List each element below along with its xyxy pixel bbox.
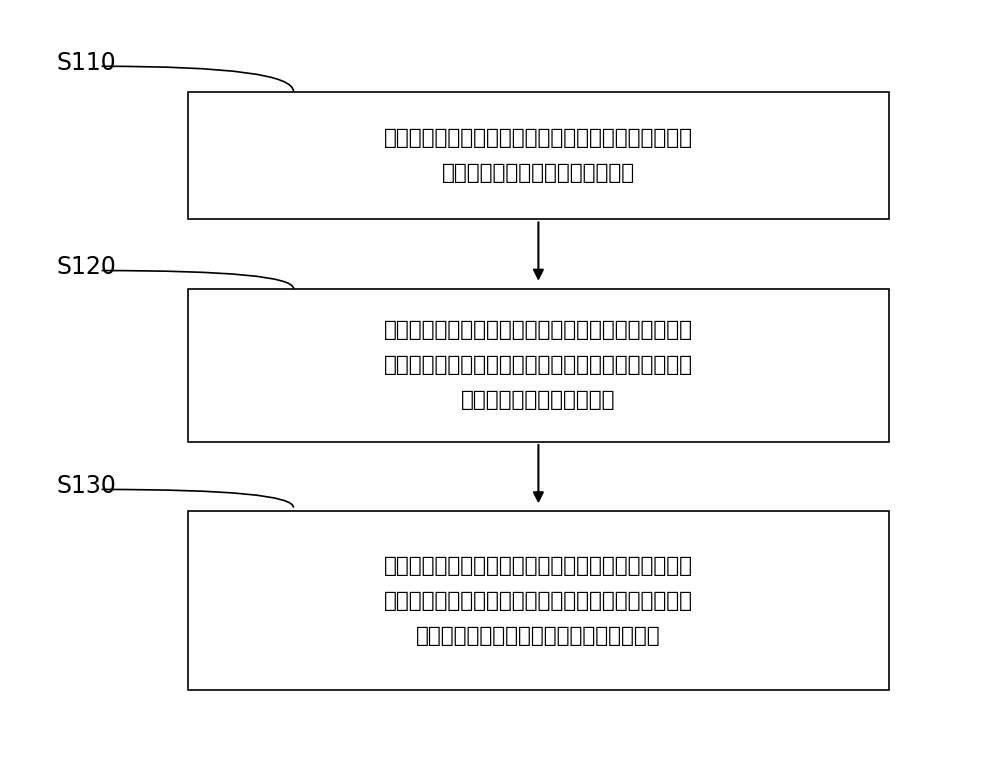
Bar: [188, 92, 889, 220]
Bar: [188, 511, 889, 690]
Text: 依据三个参考点的坐标确定患肢截骨面所在的平面位置: 依据三个参考点的坐标确定患肢截骨面所在的平面位置: [384, 556, 693, 575]
Text: S110: S110: [56, 51, 116, 74]
Text: S120: S120: [56, 255, 116, 279]
Text: 结合股骨颈假体的尺寸确定股骨颈实际长度: 结合股骨颈假体的尺寸确定股骨颈实际长度: [416, 625, 661, 646]
Bar: [188, 289, 889, 442]
Text: ，计算患肢截骨面和股骨球假体的测量点之间的距离，: ，计算患肢截骨面和股骨球假体的测量点之间的距离，: [384, 591, 693, 611]
Text: 预安装术前选取的股骨球假体和股骨颈假体，使用光学: 预安装术前选取的股骨球假体和股骨颈假体，使用光学: [384, 321, 693, 340]
Text: S130: S130: [56, 473, 116, 498]
Text: 股骨球假体的测量点的坐标: 股骨球假体的测量点的坐标: [461, 391, 616, 410]
Text: 进行测量，确定三个参考点的坐标: 进行测量，确定三个参考点的坐标: [442, 163, 635, 183]
Text: 使用光学探针分别对患肢截骨面上不共线的三个参考点: 使用光学探针分别对患肢截骨面上不共线的三个参考点: [384, 128, 693, 148]
Text: 探针对股骨球假体远离截骨面的测量点进行测量，确定: 探针对股骨球假体远离截骨面的测量点进行测量，确定: [384, 356, 693, 375]
